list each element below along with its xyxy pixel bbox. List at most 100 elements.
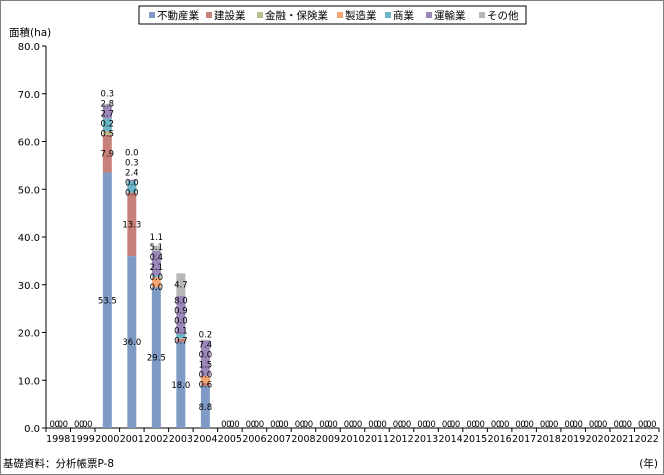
value-label: 0.0 bbox=[226, 420, 240, 430]
value-label: 0.0 bbox=[491, 420, 505, 430]
value-label: 8.0 bbox=[174, 296, 188, 306]
x-tick-label: 2001 bbox=[120, 434, 144, 445]
value-label: 0.0 bbox=[515, 420, 529, 430]
x-tick-label: 2021 bbox=[610, 434, 634, 445]
value-label: 0.0 bbox=[393, 420, 407, 430]
bar-segment bbox=[151, 275, 161, 278]
x-tick-label: 2012 bbox=[389, 434, 413, 445]
value-label: 0.0 bbox=[417, 420, 431, 430]
x-tick-label: 2019 bbox=[561, 434, 585, 445]
x-tick-label: 1999 bbox=[71, 434, 95, 445]
bar-segment bbox=[200, 385, 210, 428]
value-label: 0.0 bbox=[373, 420, 387, 430]
value-label: 0.0 bbox=[442, 420, 456, 430]
value-label: 0.0 bbox=[613, 420, 627, 430]
value-label: 0.0 bbox=[643, 420, 657, 430]
value-label: 0.0 bbox=[638, 420, 652, 430]
value-label: 0.0 bbox=[540, 420, 554, 430]
value-label: 0.0 bbox=[496, 420, 510, 430]
x-axis: 1998 1999 2000 2001 2002 2003 2004 2005 2006 2007… bbox=[45, 427, 660, 445]
value-label: 0.0 bbox=[349, 420, 363, 430]
bar-segment bbox=[127, 192, 137, 257]
y-tick-label: 10.0 bbox=[18, 376, 40, 387]
legend-swatch bbox=[426, 12, 432, 18]
y-tick-label: 30.0 bbox=[18, 281, 40, 292]
value-label: 29.5 bbox=[147, 354, 166, 364]
value-label: 0.5 bbox=[101, 130, 115, 140]
value-label: 0.0 bbox=[368, 420, 382, 430]
y-tick-label: 80.0 bbox=[18, 42, 40, 53]
x-tick-label: 2014 bbox=[438, 434, 462, 445]
value-label: 0.0 bbox=[251, 420, 265, 430]
legend-label: その他 bbox=[487, 9, 519, 22]
value-label: 2.8 bbox=[101, 100, 115, 110]
value-labels: 0.00.0 0.00.053.57.90.50.22.72.80.336.013… bbox=[49, 90, 656, 430]
bar-segment bbox=[200, 339, 210, 341]
value-label: 0.9 bbox=[174, 306, 188, 316]
bar-segment bbox=[176, 273, 186, 296]
value-label: 0.0 bbox=[125, 179, 139, 189]
value-label: 8.8 bbox=[199, 403, 213, 413]
value-label: 0.0 bbox=[125, 149, 139, 159]
value-label: 7.4 bbox=[199, 341, 213, 351]
value-label: 4.7 bbox=[174, 281, 188, 291]
x-tick-label: 1998 bbox=[46, 434, 70, 445]
value-label: 0.0 bbox=[618, 420, 632, 430]
value-label: 0.7 bbox=[174, 336, 188, 346]
bar-segment bbox=[102, 134, 112, 173]
x-tick-label: 2000 bbox=[95, 434, 119, 445]
legend-swatch bbox=[385, 12, 391, 18]
value-label: 0.0 bbox=[150, 273, 164, 283]
bar-segment bbox=[102, 131, 112, 133]
value-label: 0.0 bbox=[447, 420, 461, 430]
value-label: 0.0 bbox=[300, 420, 314, 430]
value-label: 0.0 bbox=[174, 316, 188, 326]
value-label: 0.0 bbox=[221, 420, 235, 430]
value-label: 7.9 bbox=[101, 150, 115, 160]
y-tick-label: 60.0 bbox=[18, 138, 40, 149]
x-tick-label: 2011 bbox=[365, 434, 389, 445]
legend-label: 建設業 bbox=[214, 9, 246, 22]
value-label: 0.0 bbox=[54, 420, 68, 430]
y-tick-label: 50.0 bbox=[18, 185, 40, 196]
value-label: 0.0 bbox=[471, 420, 485, 430]
value-label: 18.0 bbox=[171, 381, 190, 391]
x-tick-label: 2015 bbox=[463, 434, 487, 445]
bar-segment bbox=[176, 333, 186, 339]
bar-segment bbox=[176, 295, 186, 334]
value-label: 0.0 bbox=[246, 420, 260, 430]
value-label: 0.0 bbox=[319, 420, 333, 430]
value-label: 0.2 bbox=[199, 331, 213, 341]
bar-segment bbox=[127, 181, 137, 193]
legend-swatch bbox=[206, 12, 212, 18]
value-label: 0.0 bbox=[564, 420, 578, 430]
value-label: 0.0 bbox=[398, 420, 412, 430]
y-axis: 0.0 10.0 20.0 30.0 40.0 50.0 60.0 70.0 80.0 bbox=[18, 42, 47, 435]
y-tick-label: 0.0 bbox=[24, 424, 40, 435]
x-tick-label: 2010 bbox=[340, 434, 364, 445]
value-label: 53.5 bbox=[98, 296, 117, 306]
x-tick-label: 2022 bbox=[635, 434, 659, 445]
x-tick-label: 2016 bbox=[488, 434, 512, 445]
value-label: 0.0 bbox=[324, 420, 338, 430]
bar-segment bbox=[200, 383, 210, 386]
value-label: 0.4 bbox=[150, 253, 164, 263]
value-label: 0.0 bbox=[270, 420, 284, 430]
bar-segment bbox=[127, 179, 137, 182]
x-tick-label: 2013 bbox=[414, 434, 438, 445]
legend-swatch bbox=[337, 12, 343, 18]
value-label: 0.0 bbox=[520, 420, 534, 430]
legend-box bbox=[138, 5, 527, 25]
y-axis-label: 面積(ha) bbox=[9, 26, 51, 39]
value-label: 2.4 bbox=[125, 169, 139, 179]
value-label: 0.1 bbox=[174, 326, 188, 336]
value-label: 0.6 bbox=[199, 381, 213, 391]
legend-label: 金融・保険業 bbox=[265, 9, 328, 22]
legend: 不動産業 建設業 金融・保険業 製造業 商業 運輸業 その他 bbox=[138, 5, 527, 25]
value-label: 0.0 bbox=[74, 420, 88, 430]
legend-label: 運輸業 bbox=[434, 9, 466, 22]
x-tick-label: 2017 bbox=[512, 434, 536, 445]
value-label: 0.0 bbox=[545, 420, 559, 430]
value-label: 1.5 bbox=[199, 361, 213, 371]
